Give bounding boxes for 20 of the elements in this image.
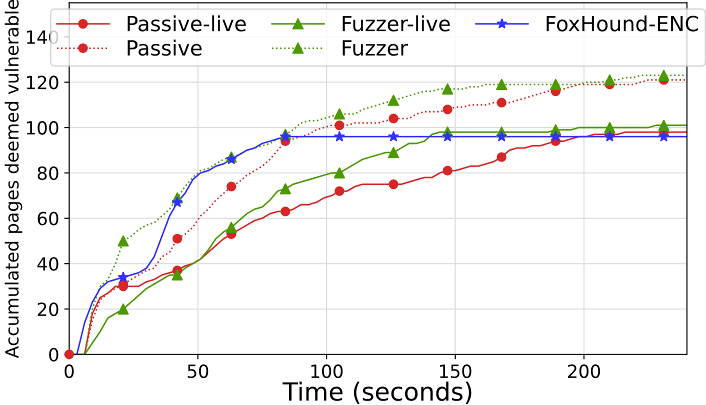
legend-label: FoxHound-ENC [546,15,698,32]
y-tick-label: 60 [38,212,58,226]
y-axis-title: Accumulated pages deemed vulnerable [4,0,22,358]
x-tick-label: 0 [64,364,74,378]
legend-label: Passive-live [128,15,246,32]
y-tick-label: 40 [37,257,58,271]
y-tick-label: 140 [26,30,58,44]
y-tick-label: 120 [26,76,58,90]
legend-label: Fuzzer-live [342,15,450,32]
y-tick-label: 80 [38,166,58,180]
x-tick-label: 50 [188,364,208,378]
y-tick-label: 100 [26,121,58,135]
x-tick-label: 200 [568,364,600,378]
y-tick-label: 0 [49,348,58,362]
legend-label: Fuzzer [342,40,408,56]
y-tick-label: 20 [38,302,58,316]
x-axis-title: Time (seconds) [282,382,472,404]
legend-label: Passive [128,40,202,56]
x-tick-label: 150 [440,364,472,378]
x-tick-label: 100 [311,364,343,378]
